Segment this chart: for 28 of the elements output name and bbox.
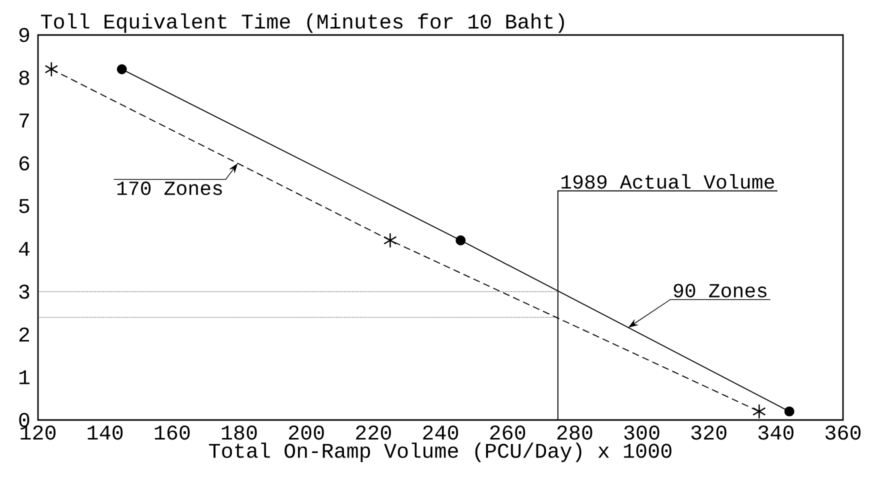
text: 90 Zones <box>674 284 766 298</box>
x-tick-label: 140 <box>88 426 123 440</box>
x-tick-label: 120 <box>20 426 56 440</box>
ref-line-label: 1989 Actual Volume <box>562 174 774 189</box>
y-tick-label: 2 <box>19 327 30 342</box>
legend-label: 170 Zones <box>117 182 222 196</box>
y-axis-title: Toll Equivalent Time (Minutes for 10 Baht) <box>40 13 564 33</box>
y-tick-label: 0 <box>19 412 30 428</box>
x-tick-label: 280 <box>557 426 592 440</box>
x-tick-label: 200 <box>288 426 324 440</box>
y-tick-label: 5 <box>19 199 30 214</box>
x-tick-label: 320 <box>691 426 726 440</box>
x-tick-label: 240 <box>423 426 458 440</box>
y-tick-label: 8 <box>19 70 30 85</box>
x-axis-title: Total On-Ramp Volume (PCU/Day) x 1000 <box>209 442 672 462</box>
x-tick-label: 180 <box>222 426 257 440</box>
x-tick-label: 360 <box>825 426 861 440</box>
x-tick-label: 160 <box>154 426 190 440</box>
x-tick-label: 220 <box>356 426 391 440</box>
y-tick-label: 7 <box>20 114 29 128</box>
y-tick-label: 3 <box>19 284 30 299</box>
y-tick-label: 6 <box>19 156 30 170</box>
x-tick-label: 340 <box>758 426 794 440</box>
x-tick-label: 260 <box>490 426 526 440</box>
y-tick-label: 4 <box>18 242 30 256</box>
x-tick-label: 300 <box>624 426 660 440</box>
y-tick-label: 9 <box>19 28 30 42</box>
y-tick-label: 1 <box>19 370 30 384</box>
